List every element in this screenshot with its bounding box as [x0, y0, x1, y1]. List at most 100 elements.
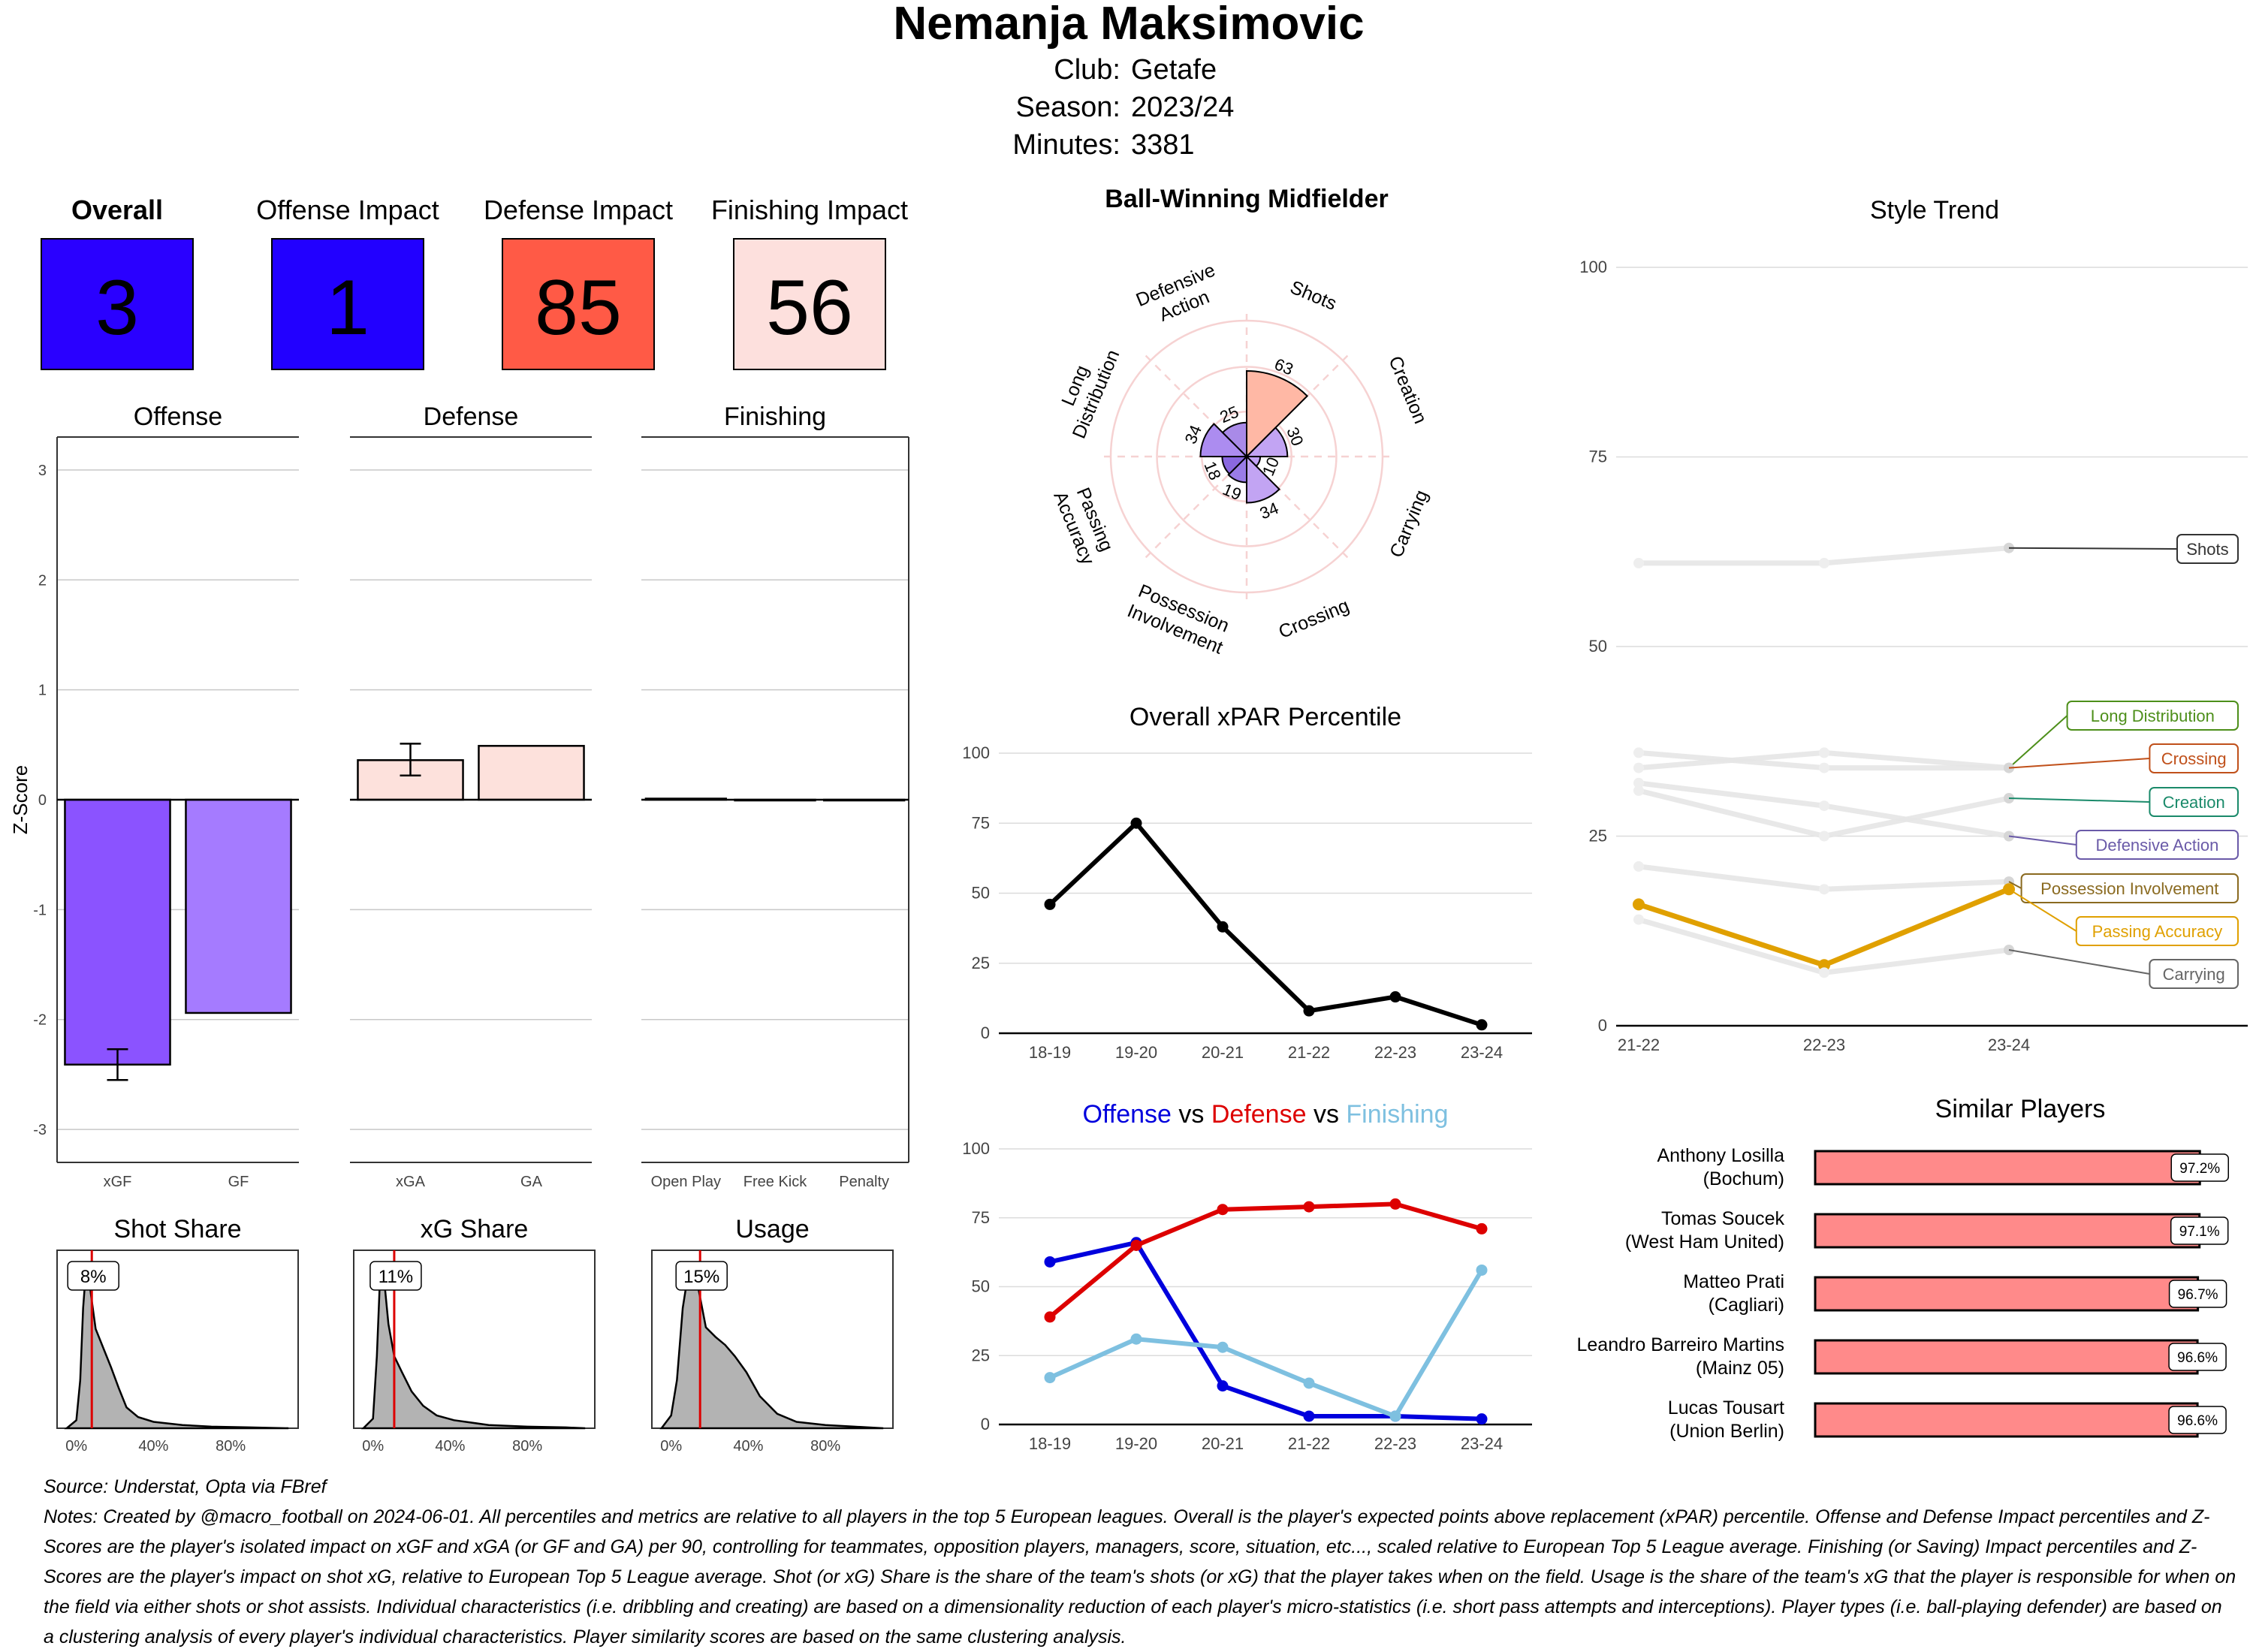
xpar-line — [1048, 819, 1482, 1027]
y-tick-label: -1 — [33, 902, 47, 918]
zscore-bar-charts: Z-Score -3 -2 -1 0 1 2 3 Offense xGF GF Defense xGA G… — [9, 402, 909, 1190]
y-tick-label: 50 — [1589, 637, 1607, 656]
trend-point — [1819, 747, 1829, 758]
tile-label: Overall — [71, 194, 163, 225]
style-trend-chart: Style Trend 0 25 50 75 100 21-22 22-23 23-24 Shot… — [1579, 196, 2248, 1054]
radar-category-label: DefensiveAction — [1133, 260, 1227, 332]
trend-point — [1633, 747, 1644, 758]
y-tick-label: 100 — [962, 1139, 990, 1158]
series-point — [1217, 1204, 1229, 1216]
trend-label: Carrying — [2163, 965, 2225, 984]
player-name-label: Anthony Losilla — [1657, 1145, 1784, 1166]
x-tick-label: 18-19 — [1029, 1043, 1071, 1062]
z-score-bar — [478, 745, 585, 801]
series-line — [1048, 1201, 1482, 1319]
similarity-bar — [1814, 1402, 2199, 1438]
xpar-point — [1217, 921, 1229, 933]
y-tick-label: 0 — [1598, 1016, 1607, 1035]
similarity-value-label: 96.7% — [2178, 1287, 2218, 1303]
series-point — [1044, 1311, 1056, 1323]
x-tick-label: 18-19 — [1029, 1434, 1071, 1453]
season-label: Season: — [1016, 92, 1120, 123]
radar-value-label: 18 — [1200, 459, 1224, 483]
y-tick-label: 2 — [38, 572, 47, 589]
player-name-label: (Union Berlin) — [1669, 1421, 1784, 1442]
category-label: GF — [228, 1174, 249, 1190]
x-tick-label: 19-20 — [1115, 1434, 1157, 1453]
y-tick-label: 3 — [38, 463, 47, 479]
x-tick-label: 0% — [660, 1438, 682, 1455]
radar-wedge — [1221, 421, 1247, 459]
trend-label-leader — [2008, 835, 2077, 846]
trend-point — [1819, 557, 1829, 568]
similarity-value-label: 97.2% — [2179, 1161, 2220, 1177]
radar-category-label: PassingAccuracy — [1049, 480, 1119, 568]
series-point — [1389, 1410, 1401, 1422]
footer-notes: Source: Understat, Opta via FBref Notes:… — [44, 1472, 2236, 1652]
series-point — [1303, 1410, 1315, 1422]
y-tick-label: 75 — [1589, 448, 1607, 466]
trend-label-box — [2075, 916, 2239, 946]
y-tick-label: 0 — [981, 1415, 990, 1433]
series-point — [1476, 1222, 1488, 1234]
x-tick-label: 80% — [810, 1438, 840, 1455]
chart-title-part: Offense — [1083, 1100, 1172, 1129]
radar-wedge — [1246, 369, 1309, 459]
trend-point — [1633, 898, 1645, 911]
chart-title: Overall xPAR Percentile — [1130, 703, 1401, 731]
season-value: 2023/24 — [1131, 92, 1234, 123]
trend-label: Possession Involvement — [2040, 879, 2218, 898]
trend-point — [1819, 967, 1829, 978]
radar-title: Ball-Winning Midfielder — [1105, 185, 1388, 213]
x-tick-label: 40% — [733, 1438, 763, 1455]
x-tick-label: 23-24 — [1988, 1036, 2030, 1054]
radar-wedge — [1227, 454, 1247, 484]
series-point — [1303, 1201, 1315, 1213]
radar-category-line: Shots — [1287, 276, 1340, 314]
trend-label: Long Distribution — [2091, 707, 2215, 725]
trend-label: Defensive Action — [2095, 836, 2218, 855]
series-point — [1389, 1198, 1401, 1210]
radar-ring — [1156, 366, 1338, 547]
player-name-label: (West Ham United) — [1625, 1231, 1784, 1253]
trend-point — [1633, 777, 1644, 788]
trend-point — [1633, 861, 1644, 872]
trend-label-leader — [2008, 547, 2178, 550]
chart-title-part: Finishing — [1339, 1100, 1449, 1129]
trend-label-leader — [2008, 888, 2077, 932]
chart-title-part: vs — [1172, 1100, 1204, 1129]
minutes-label: Minutes: — [1012, 129, 1120, 161]
trend-line — [1637, 886, 2010, 968]
tile-box — [41, 238, 194, 370]
tile-value: 56 — [766, 264, 853, 351]
value-label: 15% — [683, 1267, 719, 1287]
tile-box — [271, 238, 424, 370]
x-tick-label: 23-24 — [1461, 1043, 1503, 1062]
tile-label: Defense Impact — [484, 194, 673, 225]
series-point — [1476, 1264, 1488, 1276]
y-tick-label: 1 — [38, 683, 47, 699]
xpar-percentile-chart: Overall xPAR Percentile 0 25 50 75 100 18-19 19… — [962, 703, 1532, 1062]
radar-category-label: LongDistribution — [1048, 338, 1123, 442]
x-tick-label: 23-24 — [1461, 1434, 1503, 1453]
similar-players-chart: Similar Players Anthony Losilla(Bochum) 97… — [1576, 1095, 2229, 1442]
category-label: xGF — [104, 1174, 132, 1190]
y-tick-label: -3 — [33, 1122, 47, 1138]
category-label: Penalty — [839, 1174, 889, 1190]
radar-spoke — [1143, 353, 1247, 457]
trend-label-box — [2075, 830, 2239, 860]
panel-title: Finishing — [724, 402, 826, 431]
radar-category-label: Carrying — [1386, 487, 1432, 561]
player-name-label: Matteo Prati — [1683, 1271, 1784, 1292]
similarity-value-box — [2170, 1153, 2229, 1182]
player-name-label: Tomas Soucek — [1661, 1208, 1784, 1229]
y-tick-label: 0 — [981, 1023, 990, 1042]
radar-category-label: Creation — [1384, 353, 1431, 427]
xpar-point — [1303, 1005, 1315, 1017]
radar-category-label: PossessionInvolvement — [1124, 580, 1235, 659]
share-distribution-charts: Shot Share 8% 0% 40% 80% xG Share 11% 0% 40% 80% U… — [56, 1215, 894, 1455]
y-tick-label: 100 — [1579, 258, 1607, 276]
series-point — [1217, 1341, 1229, 1353]
tile-box — [733, 238, 886, 370]
club-value: Getafe — [1131, 54, 1217, 86]
